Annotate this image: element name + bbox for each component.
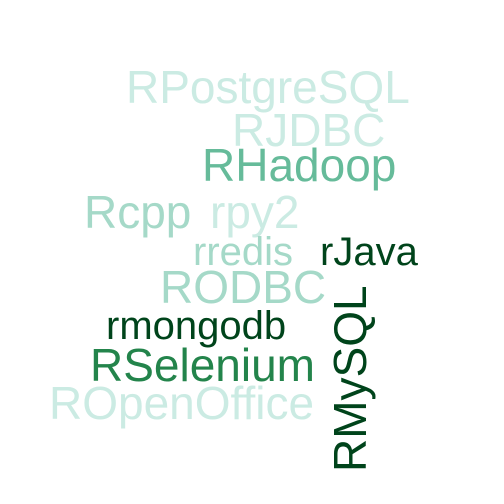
word-rpy2: rpy2 [210, 186, 300, 238]
word-rodbc: RODBC [160, 261, 327, 313]
word-rpostgresql: RPostgreSQL [126, 61, 410, 113]
word-rmongodb: rmongodb [106, 304, 287, 348]
word-rmysql: RMySQL [324, 285, 376, 472]
word-rredis: rredis [193, 230, 294, 274]
word-rselenium: RSelenium [90, 339, 315, 391]
word-rcpp: Rcpp [84, 186, 192, 238]
word-rjdbc: RJDBC [232, 104, 386, 156]
word-rhadoop: RHadoop [202, 139, 397, 191]
word-rjava: rJava [320, 230, 418, 274]
word-ropenoffice: ROpenOffice [49, 377, 315, 429]
